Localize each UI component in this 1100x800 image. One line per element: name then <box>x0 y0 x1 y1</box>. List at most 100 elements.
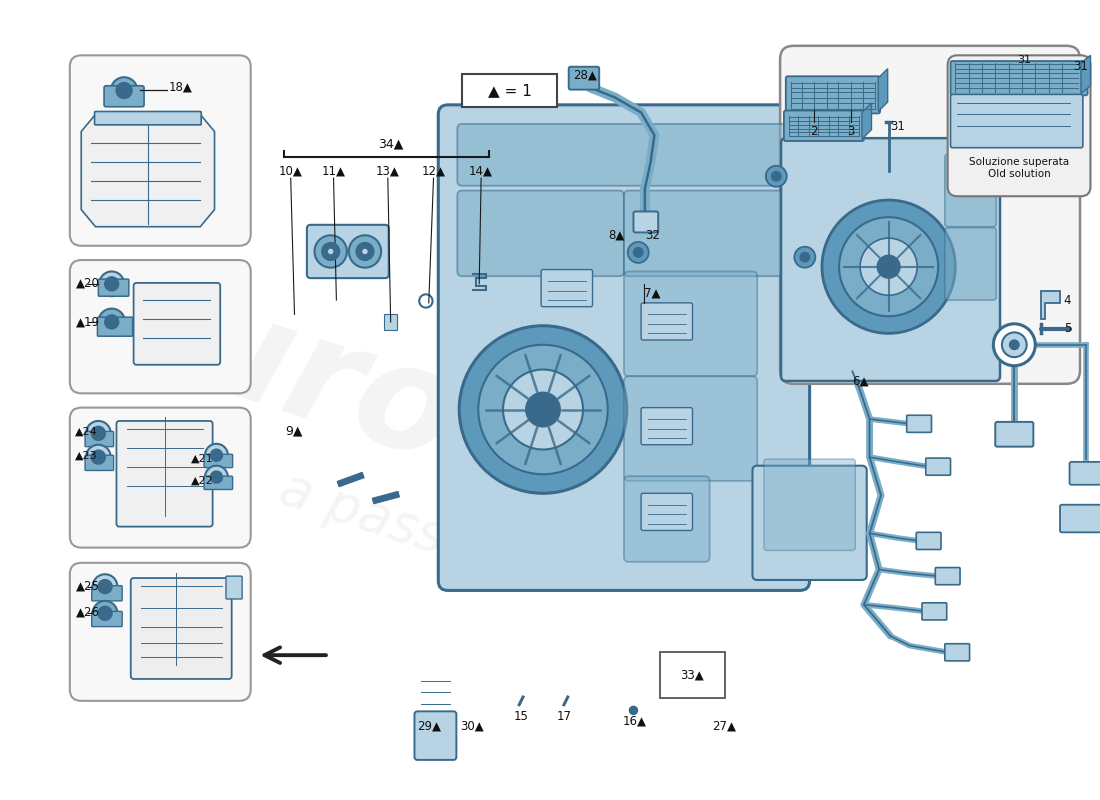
Circle shape <box>356 243 374 260</box>
Circle shape <box>860 238 917 295</box>
FancyBboxPatch shape <box>104 86 144 106</box>
Text: 17: 17 <box>557 710 572 722</box>
Circle shape <box>205 466 228 489</box>
Circle shape <box>629 706 638 715</box>
Text: ▲23: ▲23 <box>75 450 97 460</box>
FancyBboxPatch shape <box>935 567 960 585</box>
Text: 31: 31 <box>1016 55 1031 65</box>
Circle shape <box>91 426 104 440</box>
Circle shape <box>634 248 643 257</box>
Text: Old solution: Old solution <box>988 170 1050 179</box>
FancyBboxPatch shape <box>945 644 969 661</box>
Text: ▲19: ▲19 <box>76 315 99 329</box>
Polygon shape <box>1041 290 1060 319</box>
Text: 27▲: 27▲ <box>712 719 736 732</box>
Circle shape <box>86 421 111 446</box>
Circle shape <box>98 309 125 335</box>
Text: 5: 5 <box>1064 322 1071 335</box>
Polygon shape <box>372 491 399 504</box>
Text: 30▲: 30▲ <box>460 719 484 732</box>
Text: 16▲: 16▲ <box>623 714 647 727</box>
Bar <box>660 652 725 698</box>
Text: 12▲: 12▲ <box>421 164 446 177</box>
Circle shape <box>92 601 118 626</box>
FancyBboxPatch shape <box>69 563 251 701</box>
Text: 31: 31 <box>891 120 905 134</box>
Bar <box>462 74 558 106</box>
Text: eurocrick: eurocrick <box>76 243 848 614</box>
Circle shape <box>628 242 649 263</box>
Circle shape <box>104 277 119 290</box>
Circle shape <box>211 471 222 483</box>
FancyBboxPatch shape <box>996 422 1033 446</box>
Circle shape <box>117 83 132 98</box>
Text: 7▲: 7▲ <box>644 287 660 300</box>
FancyBboxPatch shape <box>784 110 864 141</box>
FancyBboxPatch shape <box>752 466 867 580</box>
FancyBboxPatch shape <box>117 421 212 526</box>
Circle shape <box>877 255 900 278</box>
FancyBboxPatch shape <box>69 408 251 547</box>
FancyBboxPatch shape <box>950 61 1088 95</box>
Text: ▲24: ▲24 <box>75 426 97 437</box>
FancyBboxPatch shape <box>781 138 1000 381</box>
FancyBboxPatch shape <box>641 303 693 340</box>
FancyBboxPatch shape <box>98 279 129 296</box>
Circle shape <box>111 78 138 104</box>
Text: 2: 2 <box>811 125 818 138</box>
Polygon shape <box>1081 55 1090 94</box>
Text: 34▲: 34▲ <box>378 138 404 150</box>
FancyBboxPatch shape <box>916 532 940 550</box>
FancyBboxPatch shape <box>541 270 593 306</box>
Circle shape <box>794 246 815 268</box>
Text: 9▲: 9▲ <box>285 424 303 437</box>
FancyBboxPatch shape <box>458 190 624 276</box>
FancyBboxPatch shape <box>641 494 693 530</box>
FancyBboxPatch shape <box>763 459 856 550</box>
FancyBboxPatch shape <box>438 105 810 590</box>
FancyBboxPatch shape <box>458 124 791 186</box>
Text: 32: 32 <box>645 229 660 242</box>
Text: 15: 15 <box>514 710 528 722</box>
Circle shape <box>322 243 339 260</box>
FancyBboxPatch shape <box>634 211 658 233</box>
Polygon shape <box>81 114 214 226</box>
Polygon shape <box>338 472 364 486</box>
FancyBboxPatch shape <box>945 154 997 226</box>
FancyBboxPatch shape <box>641 408 693 445</box>
FancyBboxPatch shape <box>85 455 113 470</box>
FancyBboxPatch shape <box>906 415 932 432</box>
Polygon shape <box>384 314 397 330</box>
Text: 14▲: 14▲ <box>469 164 493 177</box>
FancyBboxPatch shape <box>922 603 947 620</box>
FancyBboxPatch shape <box>307 225 388 278</box>
Circle shape <box>822 200 955 334</box>
Circle shape <box>459 326 627 494</box>
Circle shape <box>1002 332 1026 357</box>
FancyBboxPatch shape <box>624 376 757 481</box>
Circle shape <box>766 166 786 186</box>
Circle shape <box>91 450 104 464</box>
FancyBboxPatch shape <box>205 454 232 468</box>
Circle shape <box>99 271 124 296</box>
Circle shape <box>92 574 118 599</box>
FancyBboxPatch shape <box>1069 462 1100 485</box>
Circle shape <box>205 444 228 466</box>
Text: 6▲: 6▲ <box>852 374 869 387</box>
Text: 8▲: 8▲ <box>608 229 625 242</box>
FancyBboxPatch shape <box>95 111 201 125</box>
FancyBboxPatch shape <box>945 228 997 300</box>
Circle shape <box>98 580 112 594</box>
Circle shape <box>993 324 1035 366</box>
Circle shape <box>349 235 381 268</box>
FancyArrowPatch shape <box>264 647 326 663</box>
FancyBboxPatch shape <box>205 476 232 490</box>
Text: Soluzione superata: Soluzione superata <box>969 157 1069 167</box>
FancyBboxPatch shape <box>926 458 950 475</box>
FancyBboxPatch shape <box>226 576 242 599</box>
Text: ▲25: ▲25 <box>76 579 99 592</box>
FancyBboxPatch shape <box>415 711 456 760</box>
FancyBboxPatch shape <box>785 76 880 114</box>
FancyBboxPatch shape <box>85 431 113 446</box>
Circle shape <box>104 315 119 329</box>
